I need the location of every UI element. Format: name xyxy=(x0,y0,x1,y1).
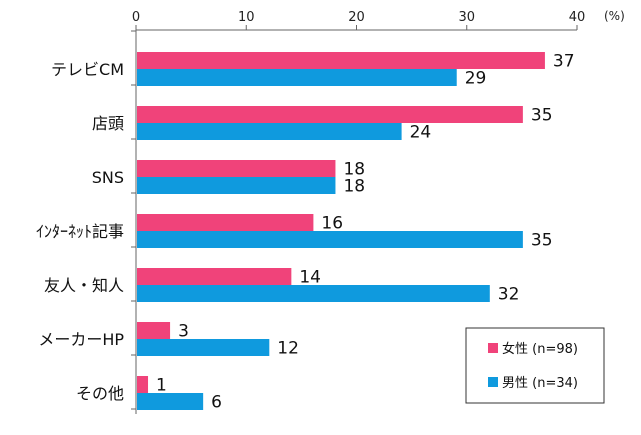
data-label: 3 xyxy=(178,322,189,342)
x-tick-label: 20 xyxy=(348,10,365,25)
bar-male xyxy=(137,285,490,302)
bar-male xyxy=(137,123,402,140)
legend-swatch-female xyxy=(488,343,498,353)
category-label: テレビCM xyxy=(51,60,124,79)
bar-female xyxy=(137,106,523,123)
bar-male xyxy=(137,177,336,194)
bar-female xyxy=(137,160,336,177)
bar-female xyxy=(137,376,149,393)
data-label: 14 xyxy=(299,268,321,288)
unit-label: (%) xyxy=(604,9,625,23)
legend-box xyxy=(465,327,605,404)
data-label: 18 xyxy=(343,160,365,180)
data-label: 29 xyxy=(465,69,487,89)
legend: 女性 (n=98) 男性 (n=34) xyxy=(465,327,605,404)
data-label: 35 xyxy=(531,231,553,251)
data-label: 37 xyxy=(553,52,575,72)
data-label: 16 xyxy=(321,214,343,234)
bar-female xyxy=(137,268,292,285)
data-label: 32 xyxy=(498,285,520,305)
legend-swatch-male xyxy=(488,377,498,387)
legend-label-female: 女性 (n=98) xyxy=(502,341,578,357)
bar-male xyxy=(137,393,204,410)
x-tick-label: 10 xyxy=(238,10,255,25)
category-label: その他 xyxy=(76,384,124,403)
bar-female xyxy=(137,214,314,231)
category-label: メーカーHP xyxy=(38,330,124,349)
data-label: 35 xyxy=(531,106,553,126)
x-tick-label: 40 xyxy=(569,10,586,25)
data-label: 18 xyxy=(343,177,365,197)
bar-male xyxy=(137,69,457,86)
data-label: 1 xyxy=(156,376,167,396)
category-label: 友人・知人 xyxy=(44,276,124,295)
x-axis: 0 10 20 30 40 xyxy=(131,10,585,414)
data-label: 12 xyxy=(277,339,299,359)
x-tick-label: 30 xyxy=(458,10,475,25)
legend-label-male: 男性 (n=34) xyxy=(502,376,578,391)
bar-female xyxy=(137,322,171,339)
category-label: ｲﾝﾀｰﾈｯﾄ記事 xyxy=(36,222,124,241)
bar-female xyxy=(137,52,545,69)
x-tick-label: 0 xyxy=(132,10,140,25)
category-label: SNS xyxy=(92,168,124,187)
bar-male xyxy=(137,339,270,356)
data-label: 6 xyxy=(211,393,222,413)
bar-male xyxy=(137,231,523,248)
bars xyxy=(137,52,545,410)
category-label: 店頭 xyxy=(92,114,124,133)
data-label: 24 xyxy=(410,123,432,143)
